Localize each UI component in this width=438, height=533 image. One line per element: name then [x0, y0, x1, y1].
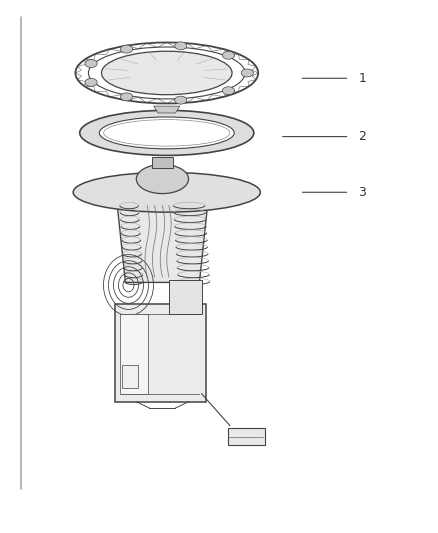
Ellipse shape: [80, 110, 254, 156]
Ellipse shape: [223, 51, 234, 59]
Bar: [169, 280, 201, 314]
Text: 1: 1: [358, 72, 366, 85]
Bar: [122, 365, 138, 389]
Ellipse shape: [102, 51, 232, 95]
Polygon shape: [154, 106, 180, 113]
Ellipse shape: [85, 78, 97, 86]
Ellipse shape: [120, 45, 133, 53]
Ellipse shape: [136, 165, 188, 193]
Bar: [115, 304, 206, 402]
Text: 2: 2: [358, 130, 366, 143]
Text: 3: 3: [358, 186, 366, 199]
Ellipse shape: [175, 42, 187, 50]
Polygon shape: [117, 200, 208, 282]
Bar: [228, 428, 265, 445]
Ellipse shape: [223, 87, 234, 95]
Ellipse shape: [85, 60, 97, 68]
Ellipse shape: [175, 96, 187, 104]
Ellipse shape: [73, 172, 260, 212]
Ellipse shape: [241, 69, 253, 77]
Ellipse shape: [99, 117, 234, 149]
Ellipse shape: [120, 93, 133, 101]
FancyBboxPatch shape: [152, 157, 173, 168]
Bar: [120, 314, 148, 394]
